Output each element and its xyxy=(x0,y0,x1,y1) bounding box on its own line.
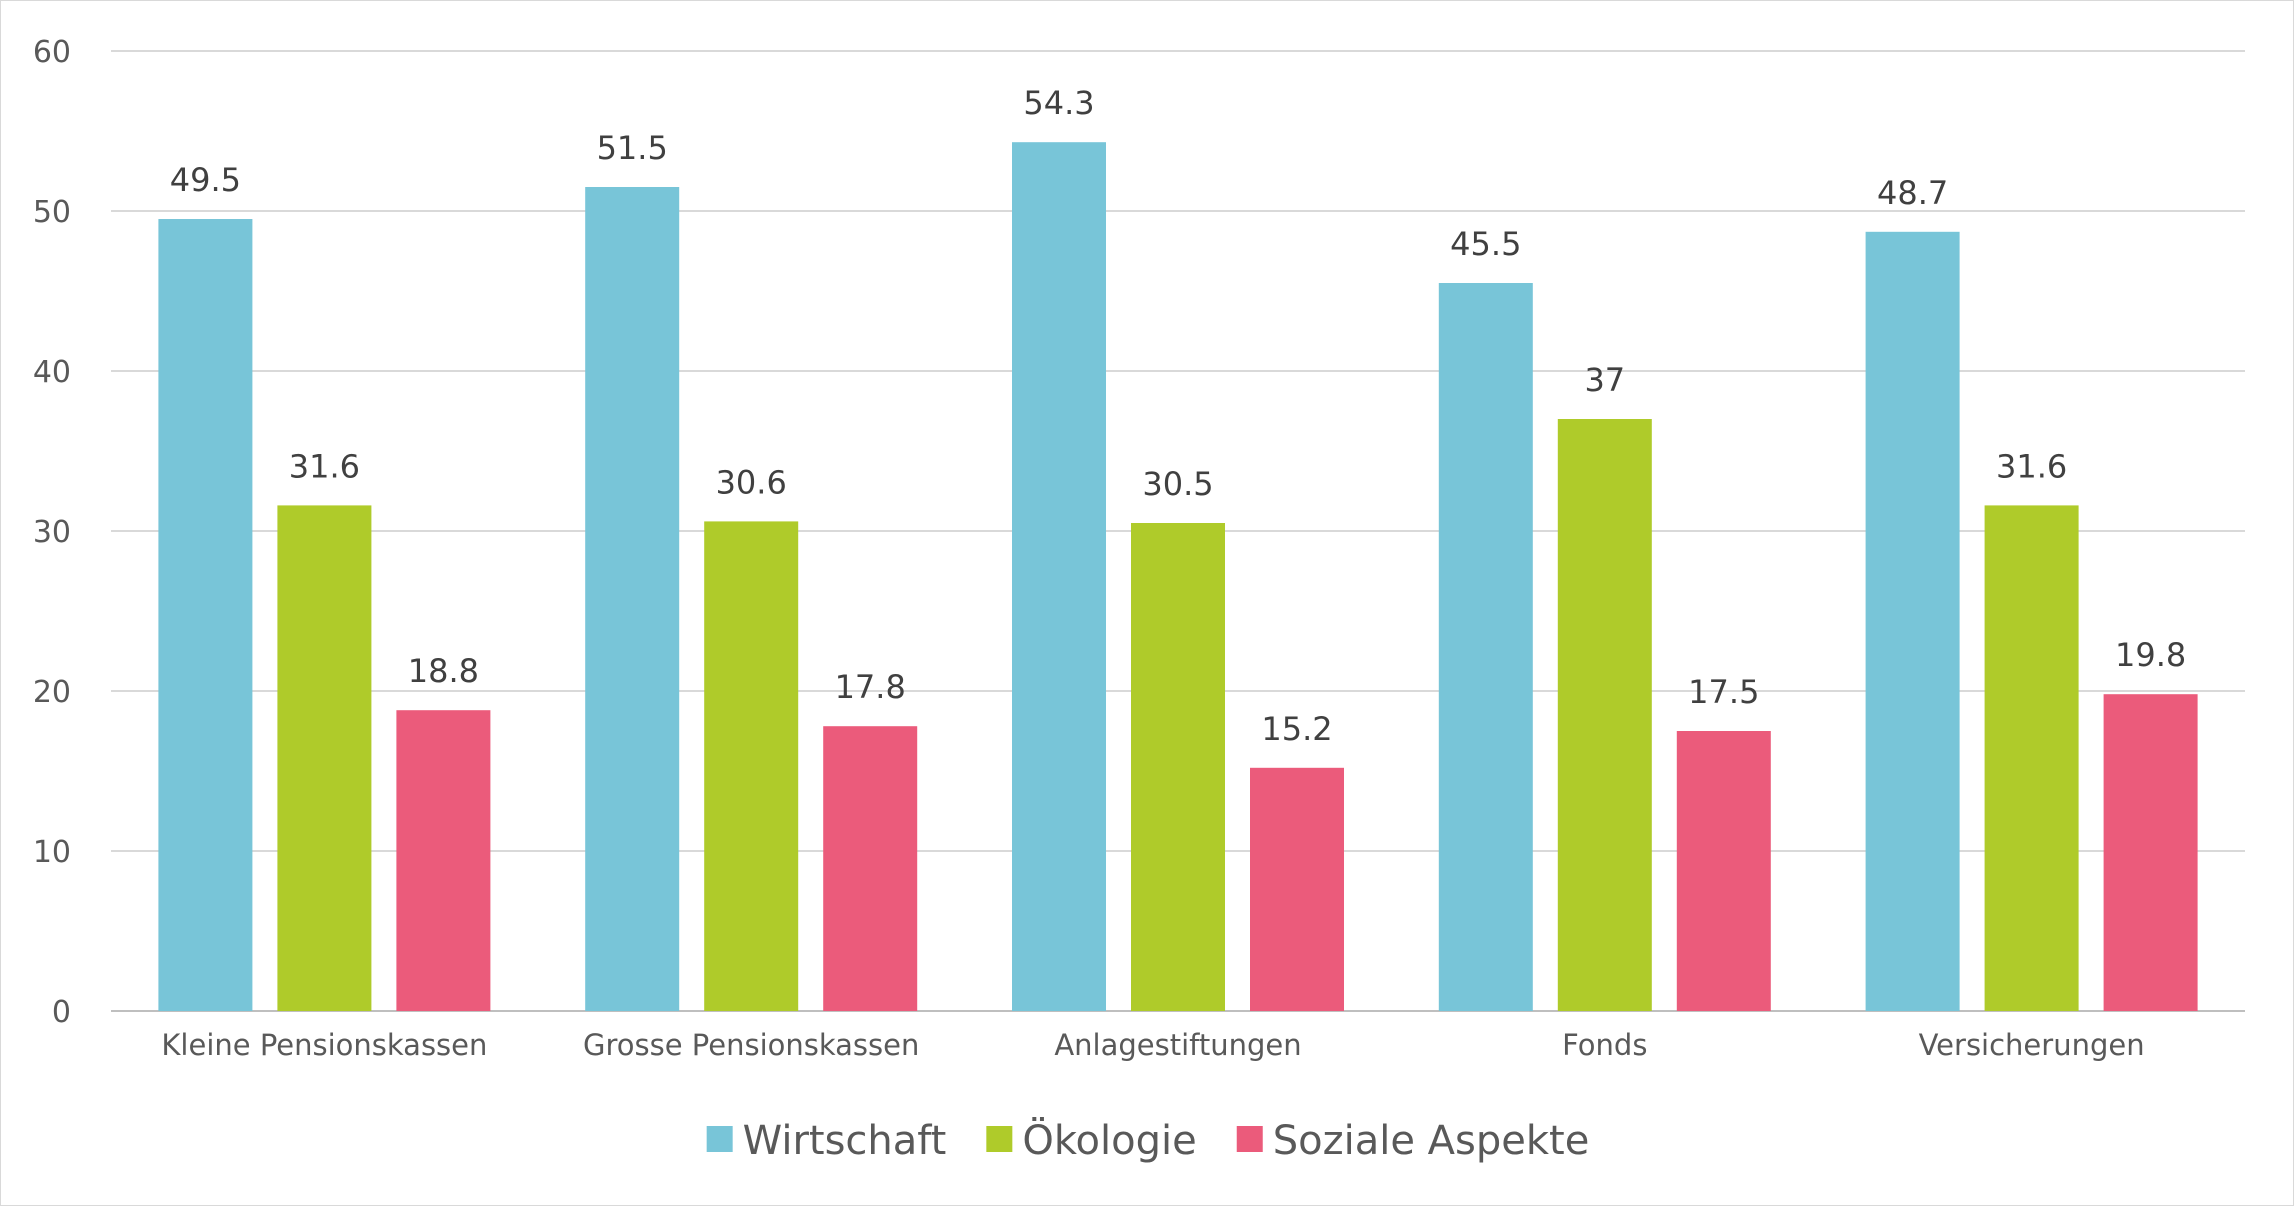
data-label: 17.8 xyxy=(835,668,906,706)
bar--kologie-1 xyxy=(704,521,799,1011)
data-label: 19.8 xyxy=(2115,636,2186,674)
x-tick-label: Kleine Pensionskassen xyxy=(161,1028,487,1062)
bar-wirtschaft-4 xyxy=(1865,231,1960,1012)
bar-wirtschaft-2 xyxy=(1012,142,1106,1011)
data-label: 15.2 xyxy=(1261,710,1332,748)
legend-label: Ökologie xyxy=(1022,1116,1196,1164)
bar-soziale-aspekte-3 xyxy=(1676,731,1771,1011)
y-tick-label: 60 xyxy=(33,35,71,70)
data-label: 51.5 xyxy=(597,129,668,167)
y-tick-label: 50 xyxy=(33,195,71,230)
data-label: 31.6 xyxy=(1996,447,2067,485)
legend-item-1: Ökologie xyxy=(986,1116,1197,1164)
y-tick-label: 40 xyxy=(33,355,71,390)
legend-item-2: Soziale Aspekte xyxy=(1236,1118,1590,1164)
x-tick-label: Grosse Pensionskassen xyxy=(583,1028,919,1062)
y-axis-ticks: 0 10 20 30 40 50 60 xyxy=(33,35,71,1030)
data-label: 37 xyxy=(1584,361,1625,399)
bar-soziale-aspekte-0 xyxy=(396,710,491,1011)
data-label: 45.5 xyxy=(1450,225,1521,263)
bar-wirtschaft-1 xyxy=(585,187,680,1011)
bar--kologie-0 xyxy=(277,505,372,1011)
data-labels: 49.5 31.6 18.8 51.5 30.6 17.8 54.3 30.5 15.2 45.5… xyxy=(170,84,2186,748)
data-label: 30.5 xyxy=(1142,465,1213,503)
x-tick-label: Versicherungen xyxy=(1919,1028,2145,1062)
bar--kologie-2 xyxy=(1131,523,1225,1011)
legend-swatch xyxy=(1236,1126,1263,1152)
bar-soziale-aspekte-1 xyxy=(823,726,918,1011)
bar-wirtschaft-3 xyxy=(1438,283,1533,1011)
bar-wirtschaft-0 xyxy=(158,219,253,1011)
data-label: 30.6 xyxy=(716,463,787,501)
y-tick-label: 10 xyxy=(33,835,71,870)
data-label: 49.5 xyxy=(170,161,241,199)
legend-swatch xyxy=(986,1126,1013,1152)
legend: Wirtschaft Ökologie Soziale Aspekte xyxy=(706,1116,1590,1164)
bars xyxy=(158,142,2198,1012)
data-label: 48.7 xyxy=(1877,174,1948,212)
y-tick-label: 0 xyxy=(52,995,71,1030)
legend-label: Wirtschaft xyxy=(743,1118,947,1164)
data-label: 18.8 xyxy=(408,652,479,690)
y-tick-label: 30 xyxy=(33,515,71,550)
x-tick-label: Fonds xyxy=(1562,1028,1647,1062)
bar--kologie-3 xyxy=(1557,419,1652,1011)
data-label: 31.6 xyxy=(289,447,360,485)
x-tick-label: Anlagestiftungen xyxy=(1054,1028,1301,1062)
legend-swatch xyxy=(706,1126,733,1152)
x-axis-ticks: Kleine Pensionskassen Grosse Pensionskass… xyxy=(161,1028,2144,1062)
y-tick-label: 20 xyxy=(33,675,71,710)
legend-label: Soziale Aspekte xyxy=(1273,1118,1590,1164)
bar-soziale-aspekte-4 xyxy=(2103,694,2198,1011)
legend-item-0: Wirtschaft xyxy=(706,1118,947,1164)
data-label: 17.5 xyxy=(1688,673,1759,711)
bar--kologie-4 xyxy=(1984,505,2079,1011)
data-label: 54.3 xyxy=(1023,84,1094,122)
bar-soziale-aspekte-2 xyxy=(1250,767,1344,1011)
